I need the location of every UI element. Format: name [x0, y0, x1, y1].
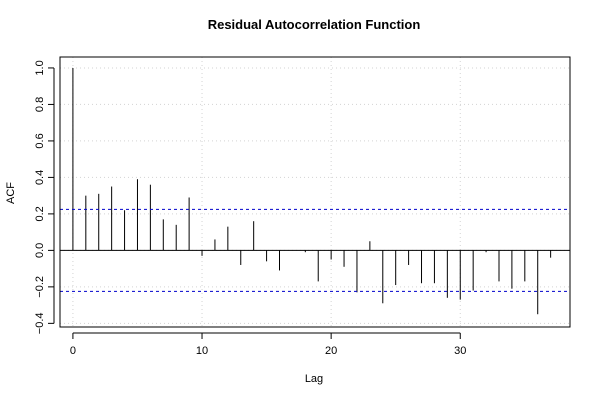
- y-tick-label: −0.2: [34, 276, 46, 298]
- y-tick-label: 0.8: [34, 97, 46, 112]
- axes: 0 10 20 30 −0.4 −0.2 0.0 0.2 0.4 0.6 0.8 1.0: [34, 60, 570, 357]
- plot-frame: [59, 56, 571, 328]
- y-tick-label: 1.0: [34, 60, 46, 75]
- x-tick-label: 0: [70, 345, 76, 357]
- acf-bars: [72, 67, 552, 315]
- x-tick-label: 30: [454, 345, 466, 357]
- x-axis-label: Lag: [305, 373, 323, 385]
- y-tick-label: 0.6: [34, 133, 46, 148]
- confidence-bounds: [60, 208, 570, 292]
- x-tick-label: 10: [196, 345, 208, 357]
- x-tick-label: 20: [325, 345, 337, 357]
- y-tick-label: 0.0: [34, 243, 46, 258]
- y-tick-label: 0.2: [34, 206, 46, 221]
- grid-lines: [60, 57, 570, 327]
- chart-title: Residual Autocorrelation Function: [208, 17, 421, 32]
- y-tick-label: 0.4: [34, 170, 46, 185]
- y-tick-label: −0.4: [34, 312, 46, 334]
- y-axis-label: ACF: [5, 182, 17, 204]
